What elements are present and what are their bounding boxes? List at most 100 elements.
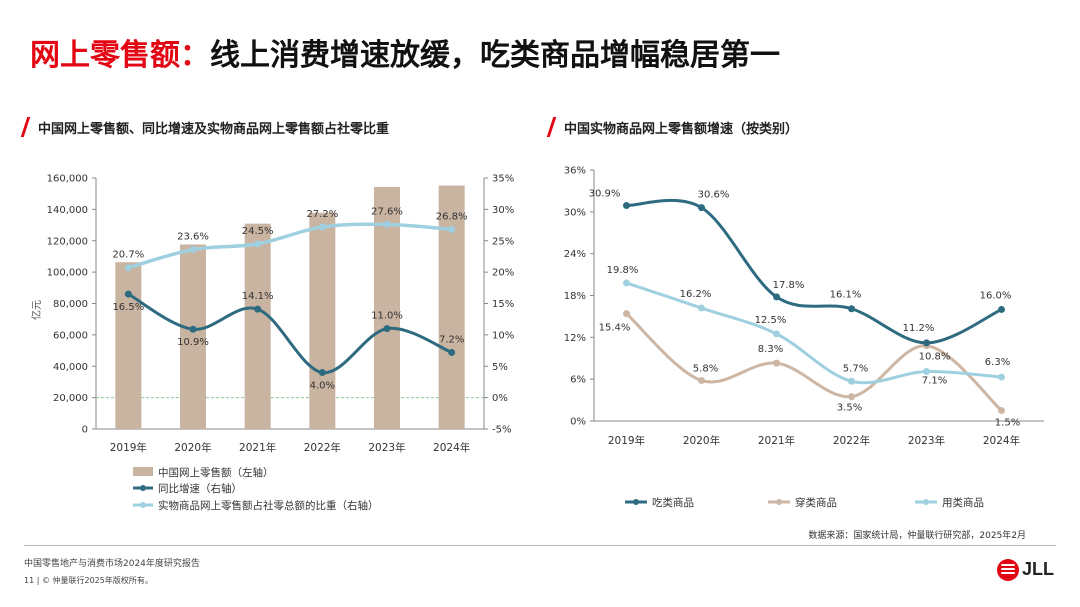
chart2-title: 中国实物商品网上零售额增速（按类别） [564,122,799,137]
chart1-right-tick-label: 20% [492,268,514,279]
chart1-share-point [448,225,456,233]
chart2-y-tick-label: 12% [564,333,586,344]
chart2-point-label: 5.7% [843,363,868,374]
chart1-left-tick-label: 120,000 [47,236,88,247]
chart1-growth-point [189,325,197,333]
chart2-y-tick-label: 6% [570,375,586,386]
chart1-growth-point [448,348,456,356]
chart2-y-tick-label: 24% [564,249,586,260]
chart2-series-point [698,204,705,212]
chart2-point-label: 30.9% [589,189,621,200]
chart2-legend-marker [776,499,782,505]
chart2-series-point [698,377,705,385]
chart1-share-label: 27.2% [306,209,338,220]
chart2-x-tick-label: 2021年 [758,434,795,447]
chart2-series-line [626,281,1002,385]
chart1-x-tick-label: 2024年 [433,441,470,454]
footer-report-name: 中国零售地产与消费市场2024年度研究报告 [24,559,200,569]
chart2-series-point [998,373,1005,381]
chart1-share-label: 27.6% [371,206,403,217]
chart2-point-label: 15.4% [599,323,631,334]
chart2-y-tick-label: 18% [564,291,586,302]
chart2-point-label: 17.8% [773,280,805,291]
chart2-point-label: 1.5% [995,418,1020,429]
chart1-right-tick-label: -5% [492,425,511,436]
chart2-point-label: 16.0% [980,290,1012,301]
chart2-point-label: 5.8% [693,364,718,375]
chart2-series-point [998,305,1005,313]
chart2-x-tick-label: 2024年 [983,434,1020,447]
chart1-left-tick-label: 80,000 [53,299,88,310]
chart1-share-label: 24.5% [242,226,274,237]
chart2-point-label: 16.1% [830,290,862,301]
chart2-series-line [625,312,1003,412]
chart2-series-line [626,198,1003,345]
chart2-point-label: 19.8% [607,265,639,276]
chart2-point-label: 16.2% [680,289,712,300]
chart2-legend-label: 穿类商品 [795,496,837,509]
page-title: 网上零售额：线上消费增速放缓，吃类商品增幅稳居第一 [30,30,780,74]
chart1-right-tick-label: 30% [492,205,514,216]
chart1-growth-point [318,369,326,377]
chart1-title: 中国网上零售额、同比增速及实物商品网上零售额占社零比重 [38,122,390,137]
chart1-growth-point [254,305,262,313]
chart1-right-tick-label: 15% [492,299,514,310]
chart2-series-point [998,407,1005,415]
chart2-point-label: 3.5% [837,403,862,414]
chart1-x-tick-label: 2021年 [239,441,276,454]
chart1-bar [180,244,206,429]
chart2-series-point [623,202,630,210]
chart1-left-tick-label: 0 [82,425,88,436]
chart1-growth-point [124,290,132,298]
footer-divider [24,545,1056,546]
chart1-left-tick-label: 140,000 [47,205,88,216]
chart1-share-label: 23.6% [177,232,209,243]
chart2-point-label: 11.2% [903,323,935,334]
chart1-share-label: 26.8% [436,211,468,222]
chart2-x-tick-label: 2019年 [608,434,645,447]
chart2-point-label: 30.6% [698,190,730,201]
chart1-x-tick-label: 2020年 [174,441,211,454]
chart1-bar [244,223,271,429]
chart1-share-point [318,223,326,231]
chart2-y-tick-label: 36% [564,166,586,177]
jll-logo-text: JLL [1022,559,1055,579]
chart1-share-point [189,246,197,254]
chart1-growth-label: 10.9% [177,337,209,348]
chart1-left-tick-label: 60,000 [53,330,88,341]
chart1-left-tick-label: 20,000 [53,393,88,404]
chart1-right-tick-label: 0% [492,393,508,404]
chart1-right-tick-label: 5% [492,362,508,373]
chart1-right-tick-label: 10% [492,330,514,341]
chart2-point-label: 10.8% [919,352,951,363]
chart1-growth-label: 16.5% [112,302,144,313]
chart2-series-point [773,330,780,338]
chart1-share-point [383,220,391,228]
chart2-point-label: 12.5% [755,315,787,326]
chart1-y-axis-label: 亿元 [30,300,43,320]
chart2-x-tick-label: 2022年 [833,434,870,447]
chart1-right-tick-label: 35% [492,174,514,185]
chart2-series-point [923,367,930,375]
chart2-series-point [773,293,780,301]
page-title-rest: 线上消费增速放缓，吃类商品增幅稳居第一 [210,38,780,73]
chart1-right-tick-label: 25% [492,236,514,247]
chart1-share-point [124,264,132,272]
chart2-series-point [848,377,855,385]
chart1-x-tick-label: 2019年 [110,441,147,454]
chart1-growth-label: 4.0% [310,381,335,392]
chart2-series-point [623,279,630,287]
data-source: 数据来源：国家统计局，仲量联行研究部，2025年2月 [808,531,1026,541]
chart2-legend-label: 吃类商品 [652,496,694,509]
chart2-y-tick-label: 0% [570,417,586,428]
chart1-left-tick-label: 100,000 [47,268,88,279]
chart1-share-point [254,240,262,248]
chart1-bar [309,212,336,429]
page-title-highlight: 网上零售额： [30,38,210,73]
chart2-y-tick-label: 30% [564,207,586,218]
chart1-growth-label: 14.1% [242,291,274,302]
chart2-series-point [698,304,705,312]
chart1-growth-label: 7.2% [439,334,464,345]
